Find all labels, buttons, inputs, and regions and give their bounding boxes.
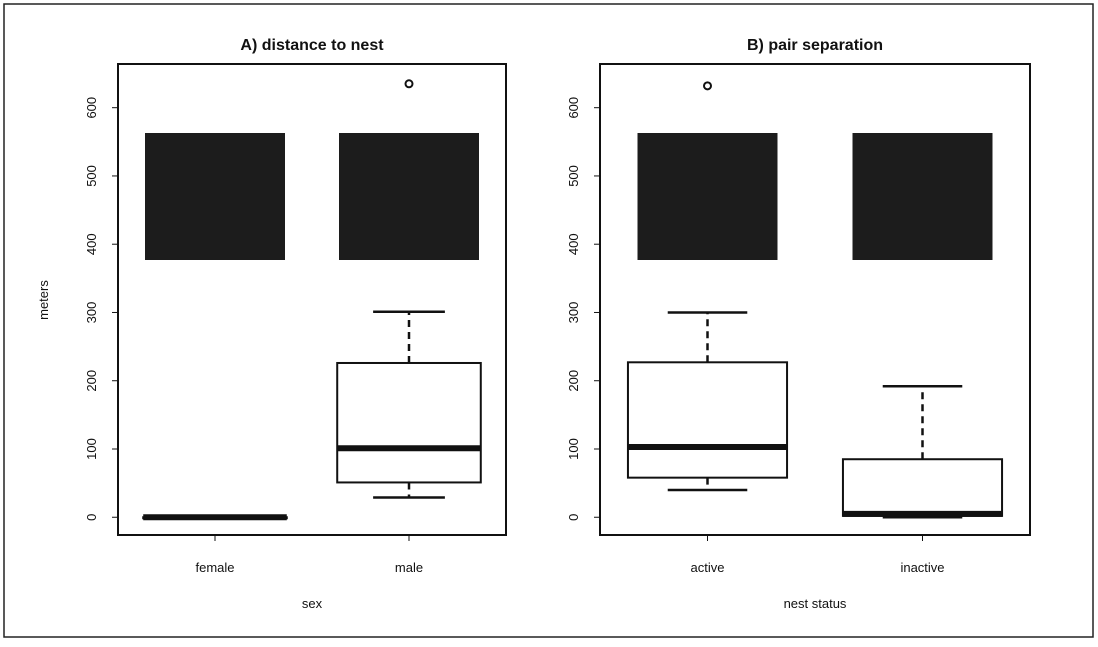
- chart-title: B) pair separation: [747, 37, 883, 54]
- y-tick-label: 0: [84, 514, 99, 521]
- photo: [145, 133, 285, 260]
- y-tick-label: 200: [566, 370, 581, 392]
- x-tick-label: male: [395, 560, 423, 575]
- box: [841, 458, 1004, 517]
- box: [336, 361, 482, 484]
- y-tick-label: 300: [566, 302, 581, 324]
- outlier: [703, 81, 712, 91]
- y-tick-label: 500: [566, 165, 581, 187]
- x-tick-label: inactive: [900, 560, 944, 575]
- y-tick-label: 100: [566, 438, 581, 460]
- y-tick-label: 0: [566, 514, 581, 521]
- y-tick-label: 100: [84, 438, 99, 460]
- photo: [637, 133, 778, 260]
- x-axis-title: sex: [302, 596, 323, 611]
- frame: [3, 3, 1094, 638]
- y-tick-label: 200: [84, 370, 99, 392]
- plot-frame: [599, 63, 1031, 536]
- box: [626, 361, 789, 479]
- y-tick-label: 600: [566, 97, 581, 119]
- y-tick-label: 300: [84, 302, 99, 324]
- outlier: [404, 79, 414, 89]
- y-axis-title: meters: [36, 280, 51, 320]
- photo: [339, 133, 479, 260]
- y-tick-label: 600: [84, 97, 99, 119]
- x-tick-label: female: [195, 560, 234, 575]
- x-tick-label: active: [691, 560, 725, 575]
- y-tick-label: 400: [84, 233, 99, 255]
- x-axis-title: nest status: [784, 596, 847, 611]
- photo: [852, 133, 993, 260]
- plot-frame: [117, 63, 507, 536]
- y-tick-label: 400: [566, 233, 581, 255]
- y-tick-label: 500: [84, 165, 99, 187]
- chart-title: A) distance to nest: [240, 37, 384, 54]
